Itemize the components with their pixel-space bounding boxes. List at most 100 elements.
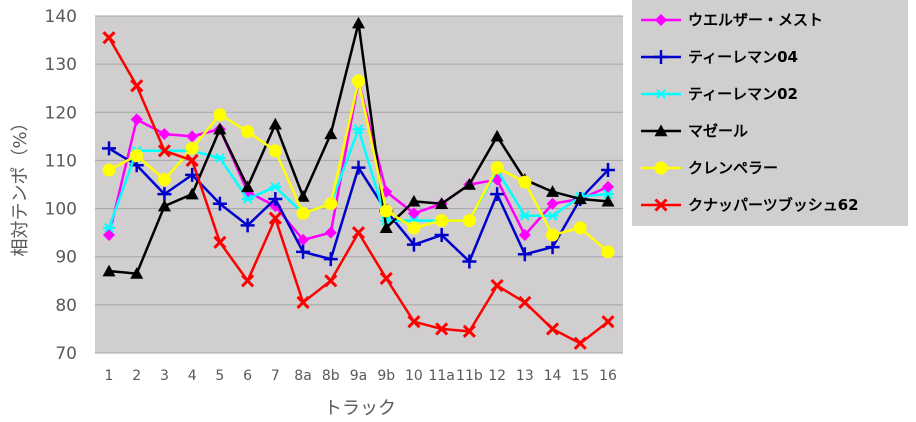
data-point bbox=[546, 185, 560, 197]
y-tick-label: 100 bbox=[45, 200, 77, 220]
data-point bbox=[546, 228, 560, 242]
data-point bbox=[241, 125, 255, 139]
x-tick-label: 1 bbox=[105, 368, 114, 384]
x-tick-label: 7 bbox=[271, 368, 280, 384]
legend-marker bbox=[654, 124, 668, 137]
data-point bbox=[601, 245, 615, 259]
data-point bbox=[269, 181, 282, 192]
data-point bbox=[352, 16, 365, 29]
data-point bbox=[462, 178, 476, 190]
data-point bbox=[186, 130, 199, 143]
data-point bbox=[351, 160, 366, 175]
legend-marker bbox=[654, 50, 668, 64]
data-point bbox=[241, 194, 254, 204]
data-point bbox=[490, 279, 504, 293]
data-point bbox=[157, 173, 171, 187]
data-point bbox=[213, 235, 227, 249]
y-tick-label: 90 bbox=[55, 248, 77, 268]
data-point bbox=[212, 196, 227, 211]
data-point bbox=[352, 124, 365, 135]
legend-label: ウエルザー・メスト bbox=[688, 11, 823, 29]
y-axis-title: 相対テンポ（%） bbox=[10, 113, 31, 256]
x-tick-label: 13 bbox=[516, 368, 534, 384]
data-point bbox=[241, 274, 255, 288]
data-point bbox=[490, 187, 505, 202]
data-point bbox=[407, 194, 421, 207]
data-point bbox=[102, 141, 116, 156]
data-point bbox=[268, 117, 282, 130]
data-point bbox=[490, 161, 504, 175]
data-point bbox=[518, 210, 531, 221]
data-point bbox=[130, 267, 144, 279]
legend-label: ティーレマン02 bbox=[688, 85, 798, 103]
data-point bbox=[352, 74, 365, 88]
data-point bbox=[435, 322, 449, 336]
data-point bbox=[379, 204, 393, 218]
data-point bbox=[296, 295, 310, 310]
data-point bbox=[545, 322, 560, 336]
data-point bbox=[407, 315, 421, 329]
data-point bbox=[213, 122, 227, 135]
data-point bbox=[379, 271, 393, 285]
y-tick-label: 140 bbox=[45, 7, 77, 27]
legend-label: マゼール bbox=[688, 122, 748, 140]
legend-item: クナッパーツブッシュ62 bbox=[641, 196, 859, 214]
data-point bbox=[185, 187, 199, 200]
data-point bbox=[435, 197, 449, 209]
data-point bbox=[268, 144, 282, 158]
data-point bbox=[435, 214, 449, 228]
data-point bbox=[102, 163, 116, 177]
x-tick-label: 5 bbox=[215, 368, 224, 384]
data-point bbox=[157, 187, 172, 202]
data-point bbox=[518, 295, 532, 310]
legend-item: ティーレマン04 bbox=[641, 48, 798, 66]
data-point bbox=[573, 221, 587, 235]
data-point bbox=[297, 233, 310, 246]
data-point bbox=[601, 163, 615, 178]
data-point bbox=[102, 31, 116, 45]
data-point bbox=[185, 141, 199, 155]
x-tick-label: 10 bbox=[405, 368, 423, 384]
y-tick-label: 120 bbox=[45, 103, 77, 123]
x-tick-label: 12 bbox=[488, 368, 506, 384]
data-point bbox=[351, 226, 366, 240]
y-tick-label: 130 bbox=[45, 55, 77, 75]
x-tick-label: 11a bbox=[428, 368, 454, 384]
legend-item: ウエルザー・メスト bbox=[641, 11, 823, 29]
data-point bbox=[157, 199, 171, 212]
data-point bbox=[518, 229, 531, 242]
legend-item: ティーレマン02 bbox=[641, 85, 798, 103]
y-tick-label: 70 bbox=[55, 344, 77, 364]
data-point bbox=[323, 252, 338, 267]
data-point bbox=[213, 108, 227, 122]
data-point bbox=[517, 247, 532, 262]
data-point bbox=[462, 324, 476, 338]
data-point bbox=[573, 192, 587, 205]
data-point bbox=[406, 237, 421, 252]
data-point bbox=[158, 127, 171, 140]
data-point bbox=[103, 222, 115, 233]
legend-box bbox=[632, 0, 908, 226]
x-axis-ticks: 1 2 3 4 5 6 7 8a 8b 9a 9b 10 11a 11b 12 13 14 15 16 bbox=[105, 368, 617, 384]
x-tick-label: 14 bbox=[544, 368, 562, 384]
x-tick-label: 15 bbox=[571, 368, 589, 384]
x-axis-title: トラック bbox=[324, 398, 396, 419]
x-tick-label: 6 bbox=[243, 368, 252, 384]
data-point bbox=[185, 153, 199, 167]
series-5 bbox=[102, 74, 615, 259]
data-point bbox=[545, 240, 560, 255]
data-point bbox=[546, 197, 559, 210]
x-tick-label: 8a bbox=[294, 368, 312, 384]
legend-marker bbox=[654, 198, 668, 212]
data-point bbox=[213, 153, 226, 163]
x-tick-label: 9b bbox=[377, 368, 395, 384]
legend-marker bbox=[654, 161, 668, 175]
data-point bbox=[102, 264, 116, 277]
data-point bbox=[241, 180, 255, 193]
series-layer bbox=[102, 16, 615, 350]
data-point bbox=[601, 315, 615, 329]
data-point bbox=[379, 221, 393, 234]
legend-marker bbox=[655, 14, 667, 26]
